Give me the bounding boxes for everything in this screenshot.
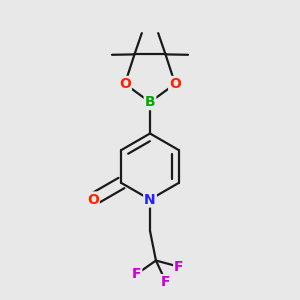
Text: O: O: [169, 77, 181, 91]
Text: O: O: [119, 77, 131, 91]
Text: F: F: [161, 275, 171, 289]
Text: F: F: [174, 260, 184, 274]
Text: N: N: [144, 193, 156, 206]
Text: O: O: [87, 193, 99, 206]
Text: B: B: [145, 95, 155, 109]
Text: F: F: [132, 267, 141, 281]
